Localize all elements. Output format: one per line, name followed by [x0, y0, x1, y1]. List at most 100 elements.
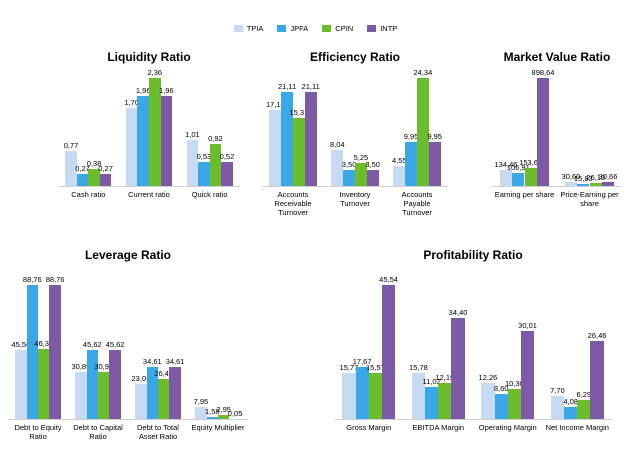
data-label: 153,69 [519, 157, 543, 167]
bar [99, 173, 112, 186]
x-tick-label: Operating Margin [478, 423, 537, 432]
bar [269, 109, 282, 186]
bar [368, 373, 382, 419]
chart-title: Liquidity Ratio [107, 50, 191, 64]
data-label: 8,60 [493, 383, 509, 393]
bar [331, 150, 344, 186]
data-label: 12,19 [435, 373, 455, 383]
x-tick-label: Equity Multiplier [191, 423, 245, 432]
x-tick-label: Quick ratio [191, 190, 228, 199]
bar [393, 165, 406, 186]
x-tick-label: Debt to Capital Ratio [73, 423, 123, 441]
bar [590, 341, 604, 419]
chart-title: Leverage Ratio [84, 248, 172, 262]
x-tick-label: Accounts Receivable Turnover [274, 190, 312, 217]
legend-label: JPFA [290, 24, 309, 33]
legend-swatch [233, 25, 243, 32]
bar [98, 372, 110, 419]
bar [149, 78, 161, 186]
data-label: 1,70 [124, 98, 140, 108]
bar [75, 372, 87, 419]
x-tick-label: Current ratio [128, 190, 170, 199]
bar [281, 92, 293, 186]
data-label: 12,26 [478, 372, 498, 382]
bar [601, 182, 615, 186]
data-label: 1,96 [135, 86, 151, 96]
data-label: 46,34 [34, 339, 54, 349]
data-label: 34,40 [448, 307, 468, 317]
data-label: 9,95 [403, 131, 419, 141]
data-label: 30,90 [94, 362, 114, 372]
data-label: 30,60 [561, 172, 581, 182]
data-label: 26,46 [587, 331, 607, 341]
bar [481, 382, 495, 419]
bar [520, 330, 535, 419]
bar [438, 383, 452, 419]
bar [405, 141, 417, 186]
legend-item: JPFA [277, 24, 308, 33]
x-tick-label: Cash ratio [71, 190, 106, 199]
bar [564, 182, 578, 186]
data-label: 3,50 [365, 160, 380, 170]
bar [186, 139, 199, 186]
legend-swatch [277, 25, 287, 32]
data-label: 0,38 [86, 158, 102, 168]
legend: TPIA JPFA CPIN INTP [0, 24, 631, 33]
bar [65, 150, 77, 186]
bar [137, 96, 149, 186]
data-label: 106,91 [506, 163, 530, 173]
data-label: 21,11 [278, 82, 297, 92]
bar [38, 349, 50, 419]
baseline [492, 186, 622, 187]
legend-item: TPIA [233, 24, 263, 33]
data-label: 45,56 [11, 340, 31, 350]
data-label: 7,95 [193, 396, 209, 406]
bar [507, 388, 521, 419]
bar [195, 406, 207, 419]
x-tick-label: Gross Margin [346, 423, 392, 432]
baseline [8, 419, 248, 420]
bar [146, 366, 158, 419]
bar [218, 414, 230, 419]
data-label: 4,55 [392, 155, 407, 165]
bar [160, 96, 173, 186]
data-label: 11,02 [422, 376, 441, 386]
x-tick-label: Debt to Equity Ratio [14, 423, 62, 441]
bar [342, 372, 356, 419]
data-label: 21,11 [301, 82, 320, 92]
bar [169, 366, 181, 419]
bar [512, 173, 525, 186]
data-label: 88,76 [45, 275, 65, 284]
bar [304, 92, 317, 186]
data-label: 0,53 [196, 151, 212, 161]
legend-swatch [322, 25, 332, 32]
data-label: 10,30 [504, 378, 524, 388]
bar [88, 168, 100, 186]
baseline [334, 419, 612, 420]
bar [425, 386, 439, 419]
bar [428, 141, 441, 186]
data-label: 3,50 [341, 160, 357, 170]
bar [198, 161, 210, 186]
data-label: 45,54 [379, 275, 398, 284]
data-label: 45,62 [82, 340, 102, 350]
bar [355, 367, 369, 419]
x-tick-label: Inventory Turnover [339, 190, 371, 208]
x-tick-label: EBITDA Margin [412, 423, 465, 432]
legend-label: INTP [380, 24, 398, 33]
data-label: 2,95 [216, 404, 231, 414]
bar [49, 285, 61, 419]
data-label: 26,44 [154, 369, 174, 379]
data-label: 0,05 [227, 408, 243, 418]
bar [411, 372, 426, 419]
bar [15, 350, 27, 419]
data-label: 15,57 [365, 363, 385, 373]
bar [209, 143, 222, 186]
bar [355, 162, 367, 186]
bar [86, 350, 98, 419]
data-label: 0,77 [63, 140, 79, 150]
data-label: 5,25 [353, 152, 369, 162]
data-label: 898,64 [531, 68, 555, 77]
bar [536, 78, 550, 186]
